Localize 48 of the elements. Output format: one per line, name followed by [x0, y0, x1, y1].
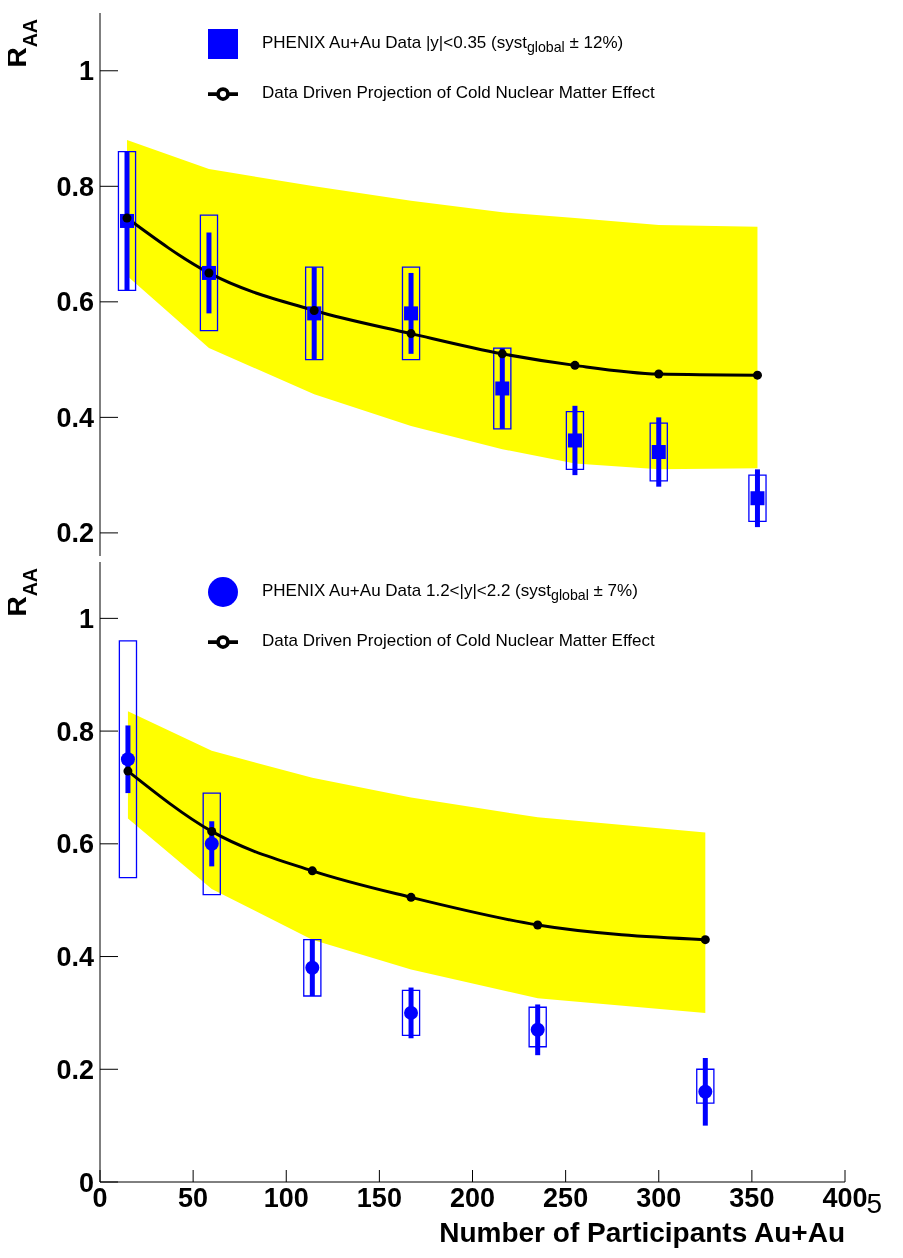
point	[404, 306, 419, 321]
bar	[199, 214, 219, 332]
x-tick-label: 50	[178, 1183, 209, 1214]
legend-label: Data Driven Projection of Cold Nuclear Matter Effect	[262, 83, 655, 103]
text: 5	[866, 1188, 882, 1220]
y-tick-label: 0.8	[56, 716, 94, 747]
y-tick-label: 0.2	[56, 1054, 94, 1085]
bar	[304, 266, 324, 361]
x-tick-label: 400	[822, 1183, 868, 1214]
point	[654, 369, 664, 379]
point	[204, 836, 219, 851]
bar	[117, 150, 137, 291]
x-tick-label: 250	[543, 1183, 589, 1214]
x-tick-label: 350	[729, 1183, 775, 1214]
bar	[202, 792, 221, 896]
legend-label: Data Driven Projection of Cold Nuclear Matter Effect	[262, 631, 655, 651]
x-axis-title: Number of Participants Au+Au	[439, 1217, 845, 1248]
point	[406, 892, 416, 902]
y-tick-label: 0.4	[56, 942, 94, 973]
y-tick-label: 0.6	[56, 829, 94, 860]
point	[207, 826, 217, 836]
x-tick-label: 150	[356, 1183, 402, 1214]
x-tick-label: 300	[636, 1183, 682, 1214]
x-tick-label: 200	[449, 1183, 496, 1214]
point	[307, 866, 317, 876]
legend-label: PHENIX Au+Au Data 1.2<|y|<2.2 (syst$_{global}$ ± 7%)	[262, 581, 638, 604]
y-tick-label: 0.2	[56, 518, 94, 549]
x-tick-label: 100	[263, 1183, 309, 1214]
point	[497, 349, 507, 359]
y-tick-label: 1	[78, 603, 94, 634]
point	[533, 920, 543, 930]
bar	[493, 347, 512, 430]
legend-label: PHENIX Au+Au Data |y|<0.35 (syst$_{global}$ ± 12%)	[262, 33, 624, 56]
point	[123, 766, 133, 776]
point	[570, 360, 580, 370]
y-tick-label: 0.6	[56, 287, 94, 318]
bar	[401, 989, 421, 1037]
bar	[401, 266, 421, 361]
bar	[303, 938, 322, 997]
point	[406, 329, 416, 339]
point	[700, 935, 710, 945]
bar	[118, 640, 138, 879]
y-tick-label: 1	[78, 56, 94, 87]
point	[495, 381, 510, 396]
point	[120, 752, 135, 767]
point	[752, 370, 762, 380]
y-tick-label: 0.8	[56, 171, 94, 202]
y-tick-label: 0.4	[56, 402, 94, 433]
